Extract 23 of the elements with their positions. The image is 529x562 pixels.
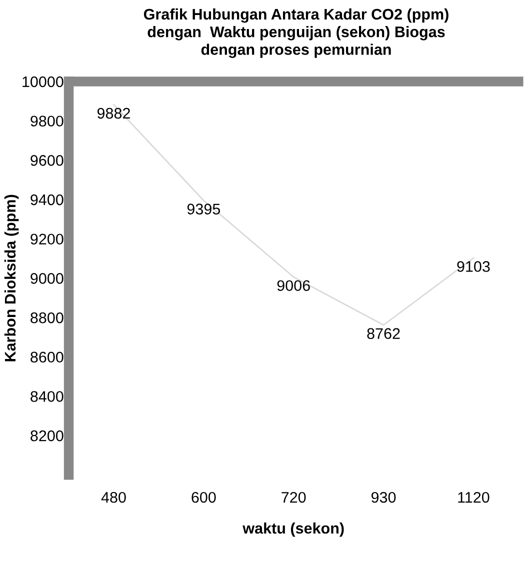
y-tick-label: 9000 [30, 273, 64, 284]
y-tick-label: 8200 [30, 430, 64, 442]
data-label: 9006 [277, 280, 310, 292]
x-axis-title: waktu (sekon) [242, 522, 344, 537]
x-tick-label: 930 [371, 492, 396, 503]
y-tick-label: 9800 [30, 116, 64, 127]
y-tick-label: 8600 [30, 352, 64, 363]
y-axis-title: Karbon Dioksida (ppm) [4, 194, 19, 362]
data-label: 8762 [367, 328, 400, 340]
x-tick-label: 1120 [458, 492, 490, 503]
y-tick-label: 9200 [30, 234, 64, 245]
x-tick-label: 720 [282, 492, 306, 503]
y-tick-label: 8800 [30, 312, 64, 324]
data-label: 9882 [97, 108, 130, 119]
y-tick-label: 9600 [30, 155, 64, 166]
x-tick-label: 600 [192, 492, 216, 503]
y-tick-label: 10000 [22, 76, 64, 88]
data-label: 9395 [187, 204, 220, 214]
y-tick-label: 9400 [30, 194, 64, 206]
y-tick-label: 8400 [30, 391, 64, 402]
chart-title: Grafik Hubungan Antara Kadar CO2 (ppm) dengan Waktu penguijan (sekon) Biogas dengan proses pemurnian [144, 8, 448, 58]
x-tick-label: 480 [101, 492, 126, 503]
data-label: 9103 [457, 261, 490, 272]
